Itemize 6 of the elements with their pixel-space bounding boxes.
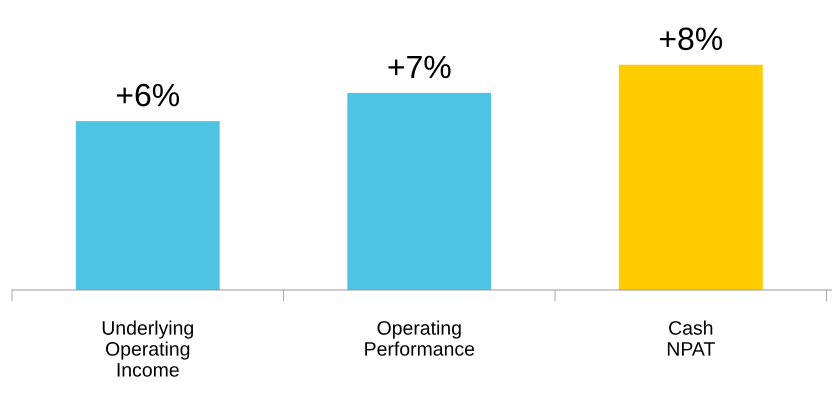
data-label: +6% — [116, 84, 180, 106]
data-label: +7% — [388, 56, 451, 78]
x-tick-label: Underlying Operating Income — [102, 320, 193, 377]
x-tick-label: Cash NPAT — [668, 320, 715, 356]
x-tick-label: Operating Performance — [365, 320, 474, 356]
data-label: +8% — [660, 27, 722, 50]
